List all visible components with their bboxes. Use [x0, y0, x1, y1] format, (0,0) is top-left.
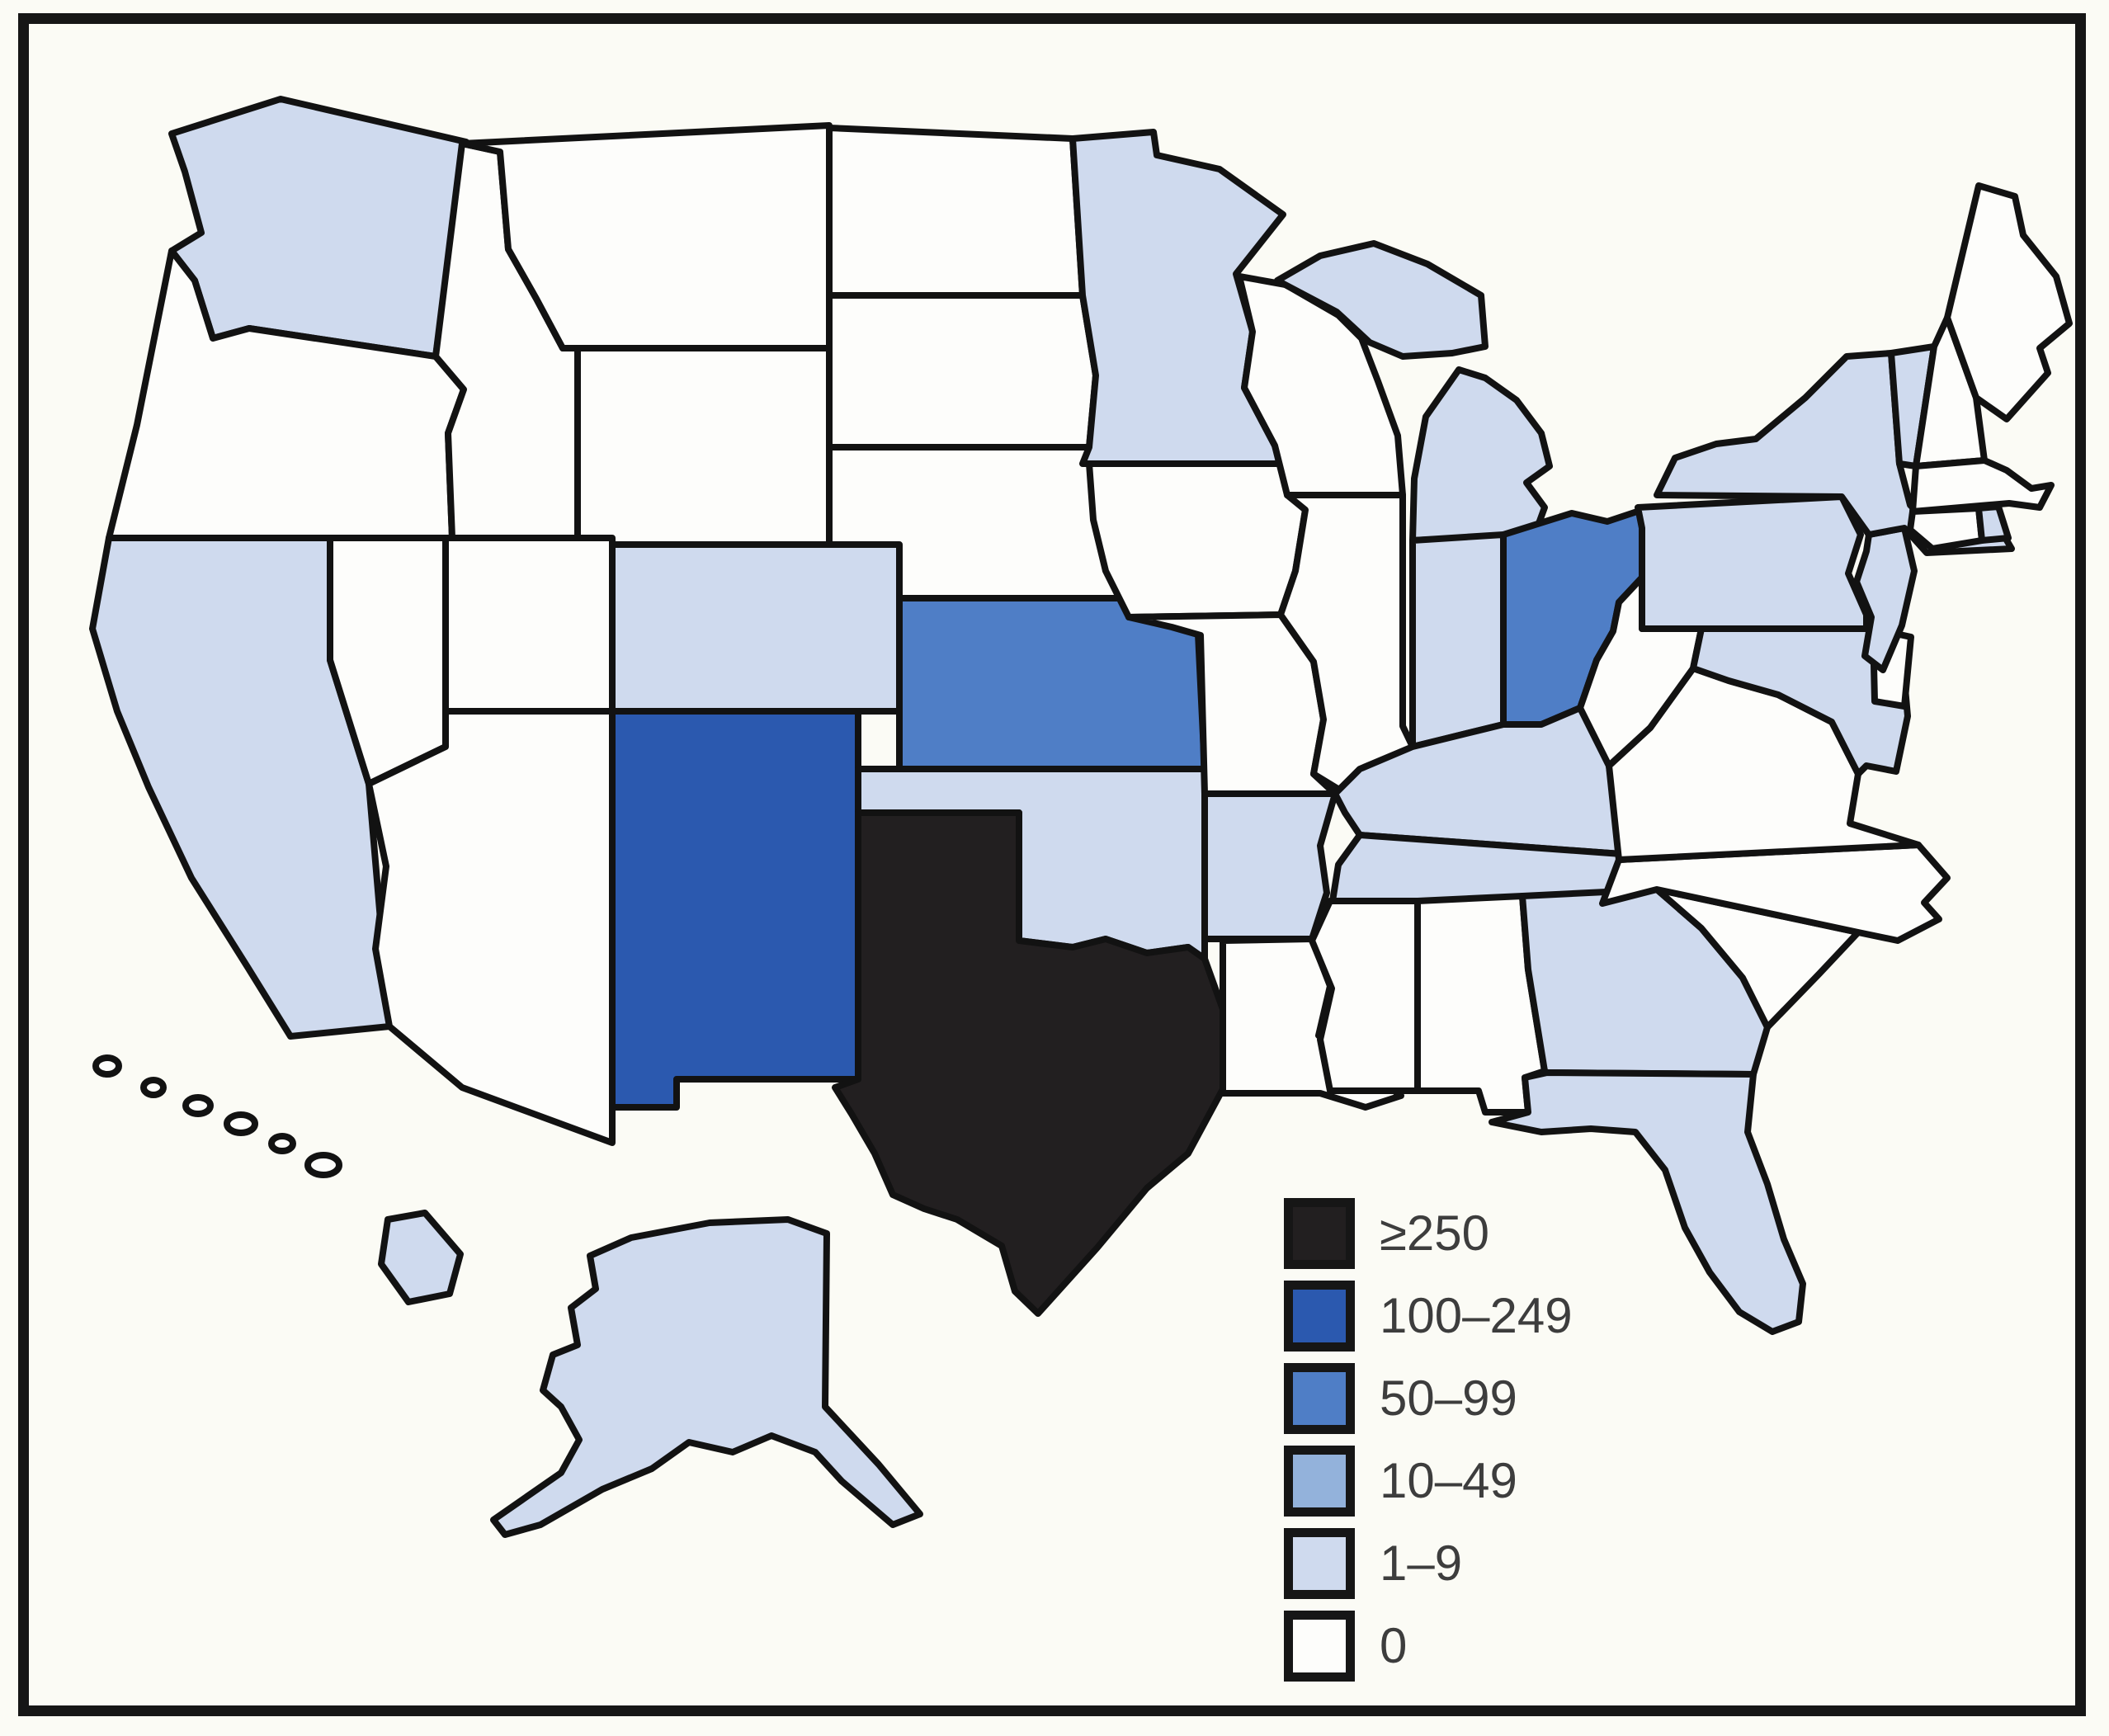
- legend-item: ≥250: [1284, 1198, 1573, 1269]
- state-mississippi: Mississippi: [1309, 898, 1421, 1094]
- state-north-carolina: North Carolina: [1599, 842, 1951, 944]
- hawaii-island-icon: [304, 1152, 342, 1178]
- state-utah: Utah: [442, 535, 616, 715]
- legend-label: 50–99: [1380, 1370, 1517, 1426]
- legend-item: 0: [1284, 1611, 1573, 1682]
- legend-swatch-10-49: [1284, 1446, 1355, 1517]
- state-washington: Washington: [168, 96, 469, 360]
- state-connecticut: Connecticut: [1907, 505, 1985, 552]
- legend-swatch-ge250: [1284, 1198, 1355, 1269]
- legend-swatch-100-249: [1284, 1281, 1355, 1352]
- legend-swatch-50-99: [1284, 1363, 1355, 1434]
- state-michigan-lower-peninsula: Michigan: [1409, 366, 1553, 544]
- legend: ≥250 100–249 50–99 10–49 1–9 0: [1284, 1198, 1573, 1682]
- legend-item: 50–99: [1284, 1363, 1573, 1434]
- state-illinois: Illinois: [1277, 492, 1416, 795]
- legend-item: 100–249: [1284, 1281, 1573, 1352]
- legend-swatch-1-9: [1284, 1528, 1355, 1599]
- state-new-jersey: New Jersey: [1853, 525, 1918, 673]
- legend-label: ≥250: [1380, 1205, 1490, 1261]
- legend-swatch-0: [1284, 1611, 1355, 1682]
- state-maine: Maine: [1944, 182, 2073, 422]
- legend-item: 1–9: [1284, 1528, 1573, 1599]
- hawaii-island-icon: [224, 1111, 258, 1136]
- legend-label: 0: [1380, 1618, 1408, 1673]
- state-texas: Texas: [832, 809, 1231, 1317]
- state-pennsylvania: Pennsylvania: [1635, 493, 1870, 632]
- state-south-dakota: South Dakota: [826, 292, 1099, 451]
- state-north-dakota: North Dakota: [826, 125, 1086, 299]
- hawaii-island-icon: [182, 1094, 214, 1117]
- state-arkansas: Arkansas: [1201, 790, 1338, 942]
- legend-label: 1–9: [1380, 1536, 1463, 1591]
- state-florida: Florida: [1489, 1069, 1806, 1335]
- state-wyoming: Wyoming: [574, 345, 833, 548]
- state-michigan-upper-peninsula: Michigan: [1274, 240, 1489, 360]
- state-new-mexico: New Mexico: [609, 708, 861, 1111]
- states-layer: Washington Oregon California Nevada Idah…: [89, 96, 2073, 1538]
- state-massachusetts: Massachusetts: [1909, 457, 2055, 515]
- state-colorado: Colorado: [609, 541, 903, 715]
- state-alaska: Alaska: [490, 1216, 923, 1538]
- legend-label: 100–249: [1380, 1288, 1573, 1343]
- state-indiana: Indiana: [1409, 531, 1507, 750]
- hawaii-island-icon: [268, 1133, 296, 1154]
- legend-label: 10–49: [1380, 1453, 1517, 1508]
- state-new-hampshire: New Hampshire: [1913, 314, 1988, 469]
- state-iowa: Iowa: [1086, 460, 1309, 620]
- hawaii-island-icon: [92, 1054, 122, 1078]
- state-hawaii-big-island: Hawaii: [378, 1210, 464, 1305]
- legend-item: 10–49: [1284, 1446, 1573, 1517]
- hawaii-island-icon: [140, 1077, 167, 1098]
- state-rhode-island: Rhode Island: [1975, 503, 2012, 544]
- state-arizona: Arizona: [366, 708, 616, 1146]
